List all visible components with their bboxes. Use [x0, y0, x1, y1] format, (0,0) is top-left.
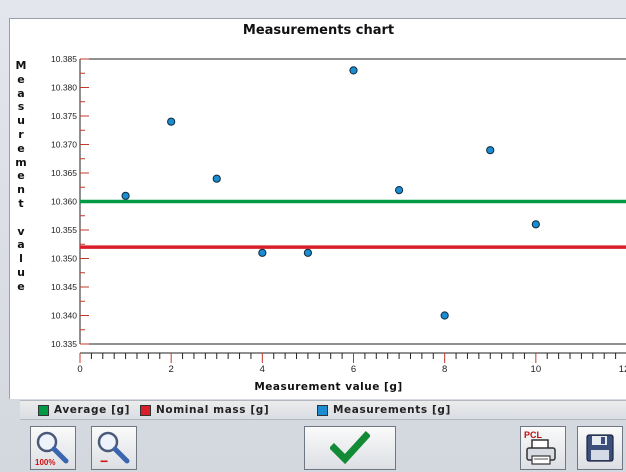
zoom-reset-button[interactable]: 100% — [30, 426, 76, 470]
legend-swatch-average — [38, 404, 49, 416]
measurement-point — [531, 220, 540, 229]
y-axis-label: M e a s u r e m e n t v a l u e — [15, 59, 27, 293]
measurement-point — [440, 311, 449, 320]
scatter-chart: 10.335 10.340 10.345 10.350 10.355 10.360 10.3… — [51, 54, 626, 393]
zoom-100-icon: 100% — [35, 431, 69, 467]
x-tick-label: 0 — [77, 364, 82, 375]
measurement-point — [212, 174, 221, 183]
legend-item-average: Average [g] — [38, 404, 130, 416]
print-button[interactable]: PCL — [520, 426, 566, 470]
y-tick-label: 10.365 — [51, 168, 77, 178]
y-tick-label: 10.345 — [51, 282, 77, 292]
zoom-out-sign: − — [100, 453, 108, 467]
y-tick-label: 10.335 — [51, 339, 77, 349]
zoom-out-button[interactable]: − — [91, 426, 137, 470]
measurement-point — [349, 66, 358, 75]
measurement-point — [258, 248, 267, 257]
legend-label-average: Average [g] — [54, 404, 130, 416]
legend-item-nominal: Nominal mass [g] — [140, 404, 269, 416]
chart-title: Measurements chart — [242, 23, 395, 38]
y-tick-label: 10.350 — [51, 254, 77, 264]
measurement-point — [394, 186, 404, 195]
print-pcl-label: PCL — [524, 430, 543, 440]
x-axis-label: Measurement value [g] — [254, 381, 402, 393]
x-tick-label: 4 — [260, 364, 265, 375]
y-tick-label: 10.375 — [51, 111, 77, 121]
measurement-point — [303, 248, 313, 257]
save-icon — [586, 434, 614, 462]
zoom-100-label: 100% — [35, 458, 55, 467]
legend-item-measurements: Measurements [g] — [317, 404, 451, 416]
confirm-check-icon — [330, 431, 370, 465]
legend-swatch-nominal — [140, 404, 151, 416]
y-tick-label: 10.355 — [51, 225, 77, 235]
confirm-button[interactable] — [304, 426, 396, 470]
y-tick-label: 10.380 — [51, 83, 77, 93]
measurement-point — [121, 191, 130, 200]
zoom-out-icon: − — [97, 431, 130, 467]
x-tick-label: 6 — [351, 364, 356, 375]
measurement-point — [486, 146, 495, 155]
chart-legend: Average [g] Nominal mass [g] Measurement… — [20, 400, 626, 420]
x-tick-label: 8 — [442, 364, 447, 375]
save-button[interactable] — [577, 426, 623, 470]
y-tick-label: 10.360 — [51, 197, 77, 207]
chart-panel: Measurements chart M e a s u r e m e n t… — [9, 18, 626, 399]
y-tick-label: 10.370 — [51, 140, 77, 150]
legend-label-nominal: Nominal mass [g] — [156, 404, 270, 416]
x-tick-label: 2 — [169, 364, 174, 375]
y-tick-label: 10.385 — [51, 54, 77, 64]
legend-label-measurements: Measurements [g] — [333, 404, 451, 416]
print-icon: PCL — [524, 430, 556, 465]
y-tick-label: 10.340 — [51, 311, 77, 321]
x-tick-label: 10 — [531, 364, 542, 375]
measurement-point — [167, 117, 176, 126]
x-tick-label: 12 — [619, 364, 626, 375]
legend-swatch-measurements — [317, 404, 328, 416]
